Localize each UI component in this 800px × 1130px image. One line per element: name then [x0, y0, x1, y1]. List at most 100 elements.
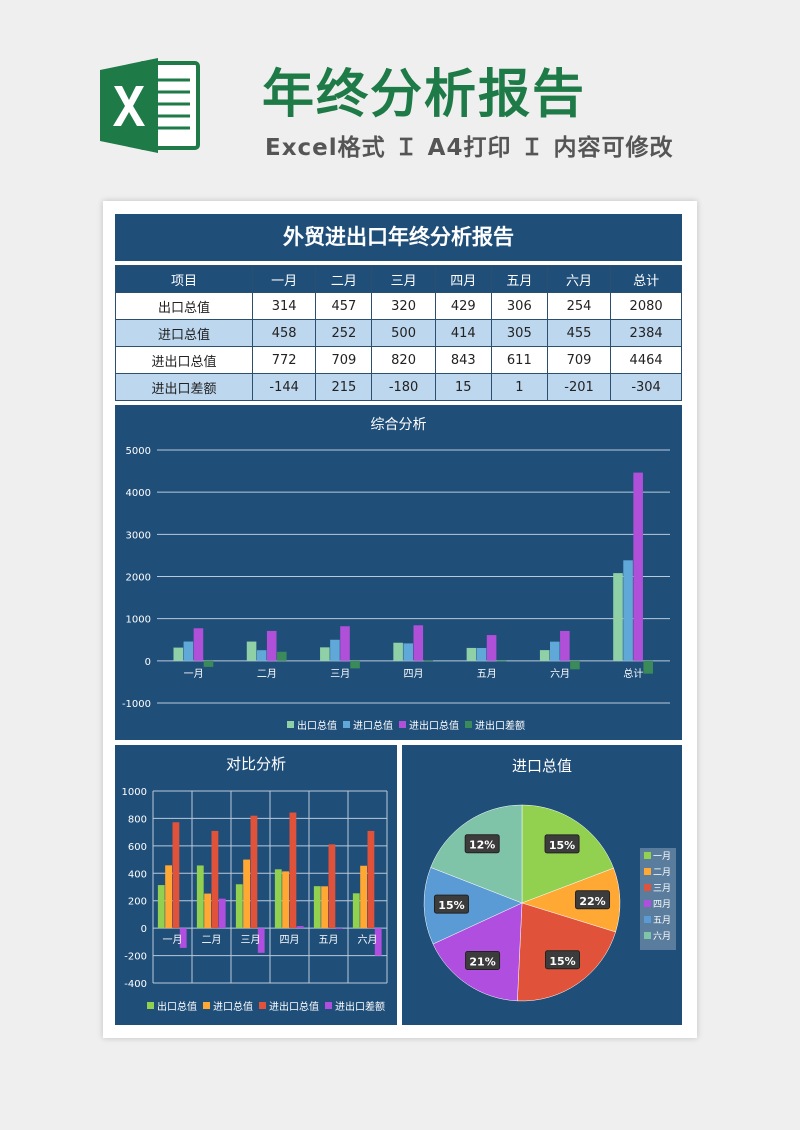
y-tick-label: 4000	[126, 488, 151, 499]
chart-bar	[476, 647, 487, 661]
table-cell: 500	[371, 319, 436, 347]
legend-label: 四月	[653, 899, 671, 910]
chart-title: 进口总值	[512, 757, 572, 775]
table-cell: 843	[434, 346, 492, 374]
legend-label: 进出口总值	[269, 1000, 319, 1013]
x-tick-label: 二月	[202, 934, 222, 946]
legend-swatch	[399, 721, 406, 728]
chart-bar	[633, 472, 643, 661]
table-header-cell: 四月	[434, 265, 492, 293]
table-cell: 305	[490, 319, 548, 347]
y-tick-label: 800	[128, 814, 147, 825]
chart-bar	[196, 865, 204, 929]
table-cell: 772	[252, 346, 317, 374]
table-cell: 306	[490, 292, 548, 320]
table-header-cell: 五月	[490, 265, 548, 293]
chart-bar	[403, 643, 413, 661]
chart-bar	[340, 626, 350, 661]
y-tick-label: 1000	[126, 615, 151, 626]
y-tick-label: 1000	[122, 787, 147, 798]
chart-bar	[623, 560, 633, 661]
data-label: 15%	[438, 899, 464, 912]
chart-bar	[257, 928, 265, 953]
chart-bar	[173, 647, 184, 661]
chart-bar	[211, 830, 219, 929]
chart-bar	[423, 660, 434, 662]
legend-swatch	[147, 1002, 154, 1009]
x-tick-label: 总计	[623, 667, 643, 680]
chart-bar	[282, 871, 289, 929]
chart-bar	[204, 893, 211, 929]
chart-bar	[321, 886, 328, 929]
legend-label: 进出口差额	[335, 1000, 385, 1013]
legend-label: 出口总值	[297, 719, 337, 732]
table-header-cell: 六月	[546, 265, 612, 293]
legend-swatch	[343, 721, 350, 728]
x-tick-label: 二月	[257, 668, 277, 680]
table-cell: 611	[490, 346, 548, 374]
table-cell: 254	[546, 292, 612, 320]
data-label: 15%	[549, 955, 575, 968]
y-tick-label: -400	[124, 979, 147, 990]
chart-title: 对比分析	[226, 755, 286, 773]
y-tick-label: 2000	[126, 573, 151, 584]
table-cell: -180	[371, 373, 436, 401]
x-tick-label: 四月	[280, 934, 300, 946]
chart-bar	[246, 641, 257, 661]
chart-bar	[266, 630, 277, 661]
chart-bar	[643, 660, 654, 674]
legend-swatch	[465, 721, 472, 728]
chart-bar	[360, 865, 367, 929]
legend-swatch	[644, 932, 651, 939]
data-label: 22%	[579, 895, 605, 908]
data-label-box	[433, 894, 469, 914]
table-cell: 455	[546, 319, 612, 347]
data-label: 12%	[469, 839, 495, 852]
table-cell: 2080	[610, 292, 682, 320]
data-label: 21%	[469, 956, 495, 969]
chart-bar	[320, 647, 330, 661]
x-tick-label: 三月	[241, 934, 261, 946]
legend-swatch	[644, 916, 651, 923]
table-cell: 314	[252, 292, 317, 320]
table-row: 进出口差额 -144 215 -180 15 1 -201 -304	[114, 373, 682, 401]
table-cell: 320	[371, 292, 436, 320]
chart-bar	[243, 859, 250, 929]
legend-label: 二月	[653, 867, 671, 878]
chart-bar	[183, 641, 194, 661]
chart-bar	[172, 822, 180, 929]
chart-bar	[165, 865, 172, 929]
chart-bar	[570, 660, 580, 670]
table-cell: 414	[434, 319, 492, 347]
table-header-cell: 总计	[610, 265, 682, 293]
data-label-box	[575, 890, 611, 910]
chart-bar	[466, 647, 477, 661]
row-label: 进出口差额	[114, 373, 254, 401]
pie-slice	[423, 867, 523, 945]
chart-bar	[496, 660, 507, 662]
x-tick-label: 一月	[184, 668, 204, 680]
legend-swatch	[259, 1002, 266, 1009]
table-cell: 709	[315, 346, 373, 374]
x-tick-label: 五月	[477, 668, 497, 680]
chart-bar	[393, 642, 403, 661]
table-row: 进口总值 458 252 500 414 305 455 2384	[114, 319, 682, 347]
table-header-cell: 三月	[371, 265, 436, 293]
chart-bar	[256, 650, 267, 661]
y-tick-label: 600	[128, 842, 147, 853]
excel-logo-icon	[100, 58, 200, 153]
legend-label: 三月	[653, 883, 671, 894]
table-header-cell: 项目	[114, 265, 254, 293]
table-cell: 820	[371, 346, 436, 374]
chart-bar	[539, 650, 550, 661]
legend-label: 六月	[653, 930, 671, 942]
y-tick-label: -1000	[122, 699, 151, 710]
chart-bar	[235, 884, 243, 929]
legend-swatch	[325, 1002, 332, 1009]
data-label: 15%	[549, 839, 575, 852]
data-label-box	[545, 950, 581, 970]
x-tick-label: 一月	[163, 934, 183, 946]
chart-bar	[203, 660, 214, 667]
chart-bar	[296, 926, 304, 929]
